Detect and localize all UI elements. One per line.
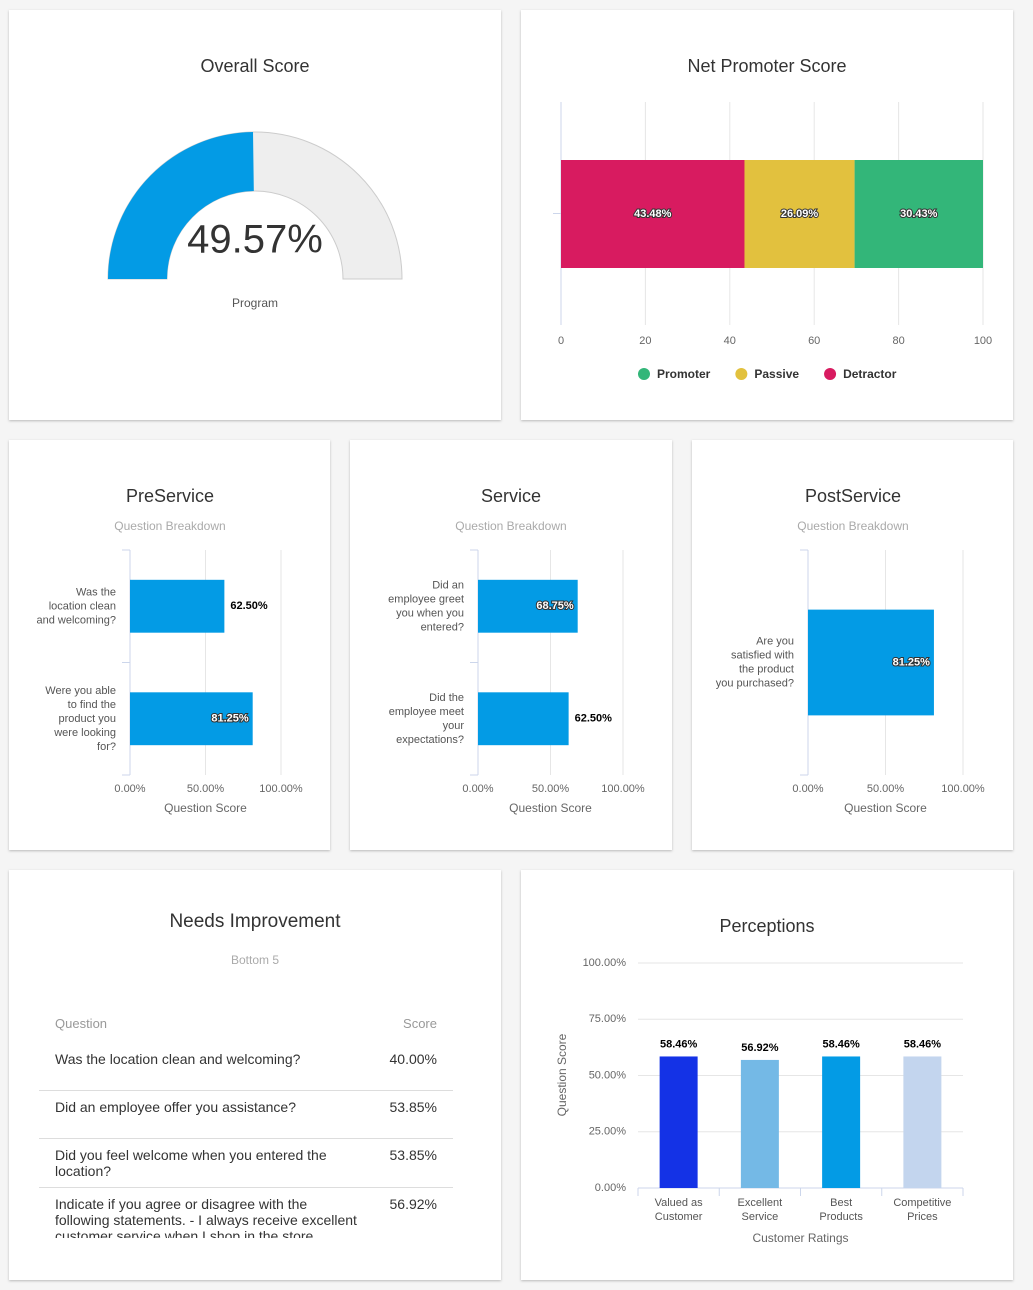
bar xyxy=(903,1056,942,1188)
table-cell: 40.00% xyxy=(373,1043,453,1091)
x-tick-label: 0.00% xyxy=(792,783,823,795)
x-tick-label: 20 xyxy=(639,335,651,347)
card-title: PreService xyxy=(126,486,214,506)
category-label: Did the employee meet your expectations? xyxy=(389,692,465,746)
x-axis-title: Question Score xyxy=(509,801,592,815)
table-cell: Did you feel welcome when you entered th… xyxy=(39,1138,374,1188)
x-axis-title: Customer Ratings xyxy=(752,1231,848,1245)
data-label: 58.46% xyxy=(822,1038,860,1050)
category-label: Best Products xyxy=(819,1197,863,1223)
bar xyxy=(130,579,225,633)
header-row: Question Score xyxy=(39,990,453,1043)
y-tick-label: 75.00% xyxy=(589,1013,627,1025)
x-tick-label: 0.00% xyxy=(462,783,493,795)
card-subtitle: Question Breakdown xyxy=(797,519,908,533)
x-tick-label: 100.00% xyxy=(601,783,645,795)
gauge-value: 49.57% xyxy=(187,218,323,262)
x-tick-label: 100.00% xyxy=(259,783,303,795)
x-tick-label: 60 xyxy=(808,335,820,347)
card-title: Service xyxy=(481,486,541,506)
card-subtitle: Question Breakdown xyxy=(455,519,566,533)
data-label: 58.46% xyxy=(904,1038,942,1050)
x-tick-label: 0.00% xyxy=(114,783,145,795)
legend-marker xyxy=(735,368,748,380)
table-cell: 56.92% xyxy=(373,1187,453,1238)
x-axis-title: Question Score xyxy=(164,801,247,815)
table-row: Indicate if you agree or disagree with t… xyxy=(39,1187,453,1238)
table-row: Was the location clean and welcoming? 40.… xyxy=(39,1043,453,1091)
data-label: 43.48% xyxy=(634,208,672,220)
y-tick-label: 50.00% xyxy=(589,1069,627,1081)
category-label: Did an employee greet you when you entered? xyxy=(388,579,464,633)
card-title: Perceptions xyxy=(719,916,814,936)
data-label: 81.25% xyxy=(893,656,931,668)
x-tick-label: 40 xyxy=(724,335,736,347)
y-tick-label: 25.00% xyxy=(589,1126,627,1138)
gauge-fill xyxy=(108,132,254,279)
bar xyxy=(659,1056,698,1188)
table-cell: Indicate if you agree or disagree with t… xyxy=(39,1187,374,1238)
bar xyxy=(478,579,578,633)
table: Question Score Was the location clean an… xyxy=(39,990,453,1238)
x-tick-label: 50.00% xyxy=(532,783,570,795)
category-label: Were you able to find the product you were … xyxy=(45,685,116,753)
y-tick-label: 0.00% xyxy=(595,1182,626,1194)
bar-segment xyxy=(854,160,983,268)
card-title: Overall Score xyxy=(200,56,309,76)
header-cell: Question xyxy=(55,1016,108,1031)
x-tick-label: 0 xyxy=(558,335,564,347)
category-label: Was the location clean and welcoming? xyxy=(37,586,117,626)
gauge-label: Program xyxy=(232,296,278,310)
data-label: 30.43% xyxy=(900,208,938,220)
data-label: 81.25% xyxy=(211,713,249,725)
card xyxy=(9,440,330,850)
bar-segment xyxy=(744,160,855,268)
data-label: 26.09% xyxy=(781,208,819,220)
table-cell: Did an employee offer you assistance? xyxy=(39,1090,374,1139)
bar-segment xyxy=(561,160,745,268)
x-tick-label: 100.00% xyxy=(941,783,985,795)
data-label: 62.50% xyxy=(575,713,613,725)
card-title: Net Promoter Score xyxy=(687,56,846,76)
y-tick-label: 100.00% xyxy=(583,957,627,969)
bar xyxy=(740,1059,779,1188)
legend-label: Detractor xyxy=(843,367,897,381)
table-row: Did you feel welcome when you entered th… xyxy=(39,1138,453,1188)
x-tick-label: 50.00% xyxy=(187,783,225,795)
data-label: 68.75% xyxy=(536,600,574,612)
category-label: Valued as Customer xyxy=(655,1197,704,1223)
table-scroll[interactable]: Question Score Was the location clean an… xyxy=(39,990,481,1238)
x-axis-title: Question Score xyxy=(844,801,927,815)
x-tick-label: 80 xyxy=(892,335,904,347)
legend-marker xyxy=(638,368,650,380)
card-title: PostService xyxy=(805,486,901,506)
data-label: 62.50% xyxy=(230,600,268,612)
category-label: Are you satisfied with the product you purc… xyxy=(716,635,794,689)
category-label: Excellent Service xyxy=(738,1197,783,1223)
legend-marker xyxy=(824,368,837,380)
header-cell: Score xyxy=(403,1016,437,1031)
legend-label: Passive xyxy=(754,367,799,381)
y-axis-title: Question Score xyxy=(555,1033,569,1116)
card xyxy=(9,10,501,420)
x-tick-label: 50.00% xyxy=(867,783,905,795)
bar xyxy=(822,1056,861,1188)
legend-label: Promoter xyxy=(657,367,711,381)
table-cell: 53.85% xyxy=(373,1138,453,1188)
bar xyxy=(808,609,934,716)
table-cell: 53.85% xyxy=(373,1090,453,1139)
bar xyxy=(130,692,253,746)
category-label: Competitive Prices xyxy=(893,1197,951,1223)
x-tick-label: 100 xyxy=(974,335,992,347)
table-row: Did an employee offer you assistance? 53.… xyxy=(39,1090,453,1139)
data-label: 58.46% xyxy=(660,1038,698,1050)
card-subtitle: Question Breakdown xyxy=(114,519,225,533)
table-cell: Was the location clean and welcoming? xyxy=(39,1043,374,1091)
data-label: 56.92% xyxy=(741,1042,779,1054)
bar xyxy=(478,692,569,746)
card xyxy=(350,440,672,850)
